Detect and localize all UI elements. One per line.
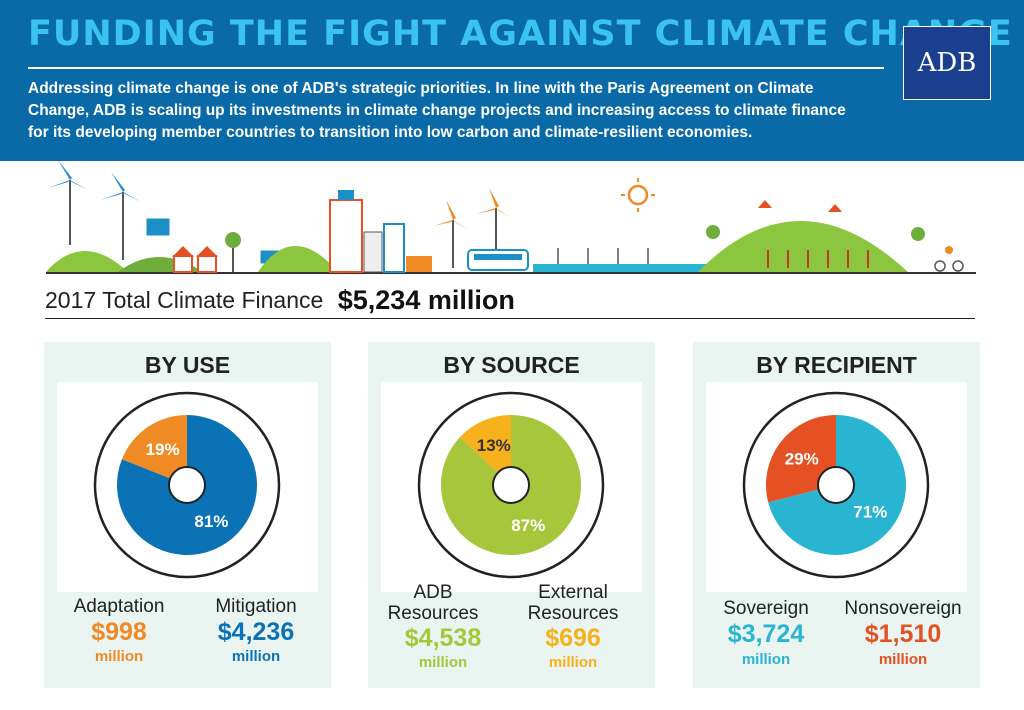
slice-percent-label: 29%: [785, 449, 819, 468]
panel-by-recipient: BY RECIPIENT 71% 29% Sovereign $3,724 mil…: [693, 342, 980, 688]
donut-outer-ring: [742, 391, 930, 579]
sovereign-amount: $3,724: [727, 620, 805, 648]
adaptation-unit: million: [94, 648, 144, 665]
external-resources-amount: $696: [545, 624, 601, 652]
buildings-icon: [329, 190, 432, 273]
mitigation-label: Mitigation: [215, 596, 297, 617]
mitigation-amount: $4,236: [217, 618, 295, 646]
adb-resources-label: ADB Resources: [387, 582, 479, 624]
adaptation-label: Adaptation: [73, 596, 165, 617]
intro-text: Addressing climate change is one of ADB'…: [28, 80, 846, 141]
cyclist-icon: [934, 260, 964, 272]
nonsovereign-unit: million: [878, 651, 928, 668]
page-title: FUNDING THE FIGHT AGAINST CLIMATE CHANGE: [28, 14, 1013, 54]
external-resources-unit: million: [548, 654, 598, 671]
panel-title: BY SOURCE: [443, 352, 580, 378]
slice-percent-label: 81%: [194, 512, 228, 531]
donut-hole: [817, 466, 855, 504]
donut-hole: [168, 466, 206, 504]
adaptation-amount: $998: [91, 618, 147, 646]
donut-chart: 87% 13%: [417, 391, 605, 579]
header-banner: FUNDING THE FIGHT AGAINST CLIMATE CHANGE…: [0, 0, 1024, 161]
chart-card: 81% 19%: [57, 382, 318, 592]
panel-by-source: BY SOURCE 87% 13% ADB Resources $4,538 mi…: [368, 342, 655, 688]
sun-icon: [621, 178, 655, 212]
bus-icon: [467, 249, 529, 271]
chart-card: 87% 13%: [381, 382, 642, 592]
panel-title: BY USE: [144, 352, 231, 378]
slice-percent-label: 87%: [511, 516, 545, 535]
panel-title: BY RECIPIENT: [756, 352, 917, 378]
nonsovereign-label: Nonsovereign: [844, 598, 962, 619]
adb-logo: ADB: [903, 26, 991, 100]
total-value: $5,234 million: [337, 285, 515, 315]
total-label: 2017 Total Climate Finance: [45, 287, 324, 313]
nonsovereign-amount: $1,510: [864, 620, 942, 648]
sovereign-label: Sovereign: [723, 598, 809, 619]
slice-percent-label: 71%: [853, 503, 887, 522]
chart-card: 71% 29%: [706, 382, 967, 592]
total-climate-finance: 2017 Total Climate Finance $5,234 millio…: [45, 285, 515, 316]
adb-resources-unit: million: [418, 654, 468, 671]
donut-hole: [492, 466, 530, 504]
title-divider: [28, 67, 884, 69]
mitigation-unit: million: [231, 648, 281, 665]
donut-outer-ring: [93, 391, 281, 579]
total-divider: [45, 318, 975, 319]
slice-percent-label: 13%: [477, 436, 511, 455]
sovereign-unit: million: [741, 651, 791, 668]
slice-percent-label: 19%: [146, 440, 180, 459]
sustainable-city-illustration: [46, 160, 976, 274]
donut-outer-ring: [417, 391, 605, 579]
donut-chart: 71% 29%: [742, 391, 930, 579]
adb-resources-amount: $4,538: [404, 624, 482, 652]
panel-by-use: BY USE 81% 19% Adaptation $998 million Mi…: [44, 342, 331, 688]
slice-external-resources: [459, 415, 511, 485]
slice-adaptation: [121, 415, 187, 485]
donut-chart: 81% 19%: [93, 391, 281, 579]
external-resources-label: External Resources: [527, 582, 619, 624]
wind-turbine-icon: [69, 180, 124, 260]
